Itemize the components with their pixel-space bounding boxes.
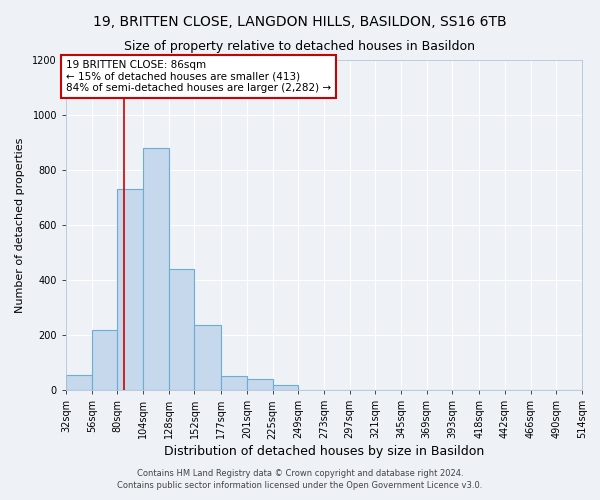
Bar (92, 330, 118, 390)
Text: 19, BRITTEN CLOSE, LANGDON HILLS, BASILDON, SS16 6TB: 19, BRITTEN CLOSE, LANGDON HILLS, BASILD… (93, 15, 507, 29)
Bar (143, 148, 169, 390)
Text: Contains HM Land Registry data © Crown copyright and database right 2024.
Contai: Contains HM Land Registry data © Crown c… (118, 468, 482, 490)
Bar (247, 379, 272, 390)
Bar (66, 375, 92, 390)
X-axis label: Distribution of detached houses by size in Basildon: Distribution of detached houses by size … (164, 446, 484, 458)
Text: Size of property relative to detached houses in Basildon: Size of property relative to detached ho… (125, 40, 476, 53)
Bar (118, 189, 143, 390)
Y-axis label: Number of detached properties: Number of detached properties (16, 138, 25, 312)
Bar (194, 326, 221, 390)
Bar (169, 269, 194, 390)
Bar (221, 376, 247, 390)
Bar (272, 384, 298, 390)
Text: 19 BRITTEN CLOSE: 86sqm
← 15% of detached houses are smaller (413)
84% of semi-d: 19 BRITTEN CLOSE: 86sqm ← 15% of detache… (66, 60, 331, 93)
